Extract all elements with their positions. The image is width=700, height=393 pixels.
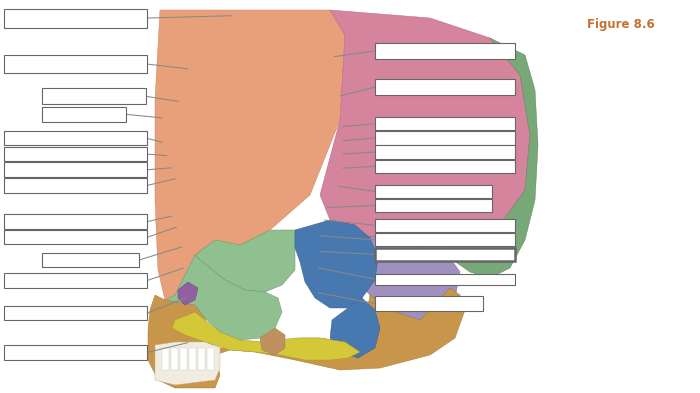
Text: Figure 8.6: Figure 8.6	[587, 18, 655, 31]
Bar	[374, 185, 492, 198]
Polygon shape	[207, 348, 214, 370]
Bar	[4, 178, 147, 193]
Polygon shape	[195, 230, 295, 292]
Bar	[374, 199, 492, 212]
Bar	[42, 107, 126, 122]
Bar	[4, 131, 147, 145]
Polygon shape	[172, 312, 360, 360]
Polygon shape	[345, 235, 460, 320]
Bar	[42, 253, 139, 267]
Bar	[4, 345, 147, 360]
Bar	[4, 230, 147, 244]
Bar	[4, 147, 147, 161]
Bar	[374, 131, 514, 145]
Polygon shape	[295, 220, 378, 308]
Polygon shape	[155, 342, 220, 385]
Polygon shape	[320, 10, 530, 250]
Polygon shape	[330, 298, 380, 358]
Bar	[4, 214, 147, 229]
Bar	[374, 248, 514, 261]
Bar	[374, 296, 483, 311]
Bar	[4, 9, 147, 28]
Polygon shape	[198, 348, 205, 370]
Bar	[374, 160, 514, 173]
Bar	[374, 274, 514, 285]
Polygon shape	[215, 288, 465, 370]
Polygon shape	[180, 348, 187, 370]
Bar	[4, 273, 147, 288]
Polygon shape	[148, 295, 220, 388]
Polygon shape	[165, 255, 282, 340]
Polygon shape	[155, 10, 345, 300]
Polygon shape	[171, 348, 178, 370]
Bar	[4, 55, 147, 73]
Bar	[4, 306, 147, 320]
Polygon shape	[178, 282, 198, 305]
Bar	[374, 117, 514, 130]
Bar	[374, 219, 514, 232]
Polygon shape	[260, 328, 285, 355]
Bar	[42, 88, 146, 104]
Bar	[4, 162, 147, 177]
Polygon shape	[430, 38, 538, 278]
Polygon shape	[162, 348, 169, 370]
Bar	[374, 79, 514, 95]
Polygon shape	[189, 348, 196, 370]
Bar	[374, 43, 514, 59]
Bar	[374, 145, 514, 159]
Bar	[374, 233, 514, 246]
